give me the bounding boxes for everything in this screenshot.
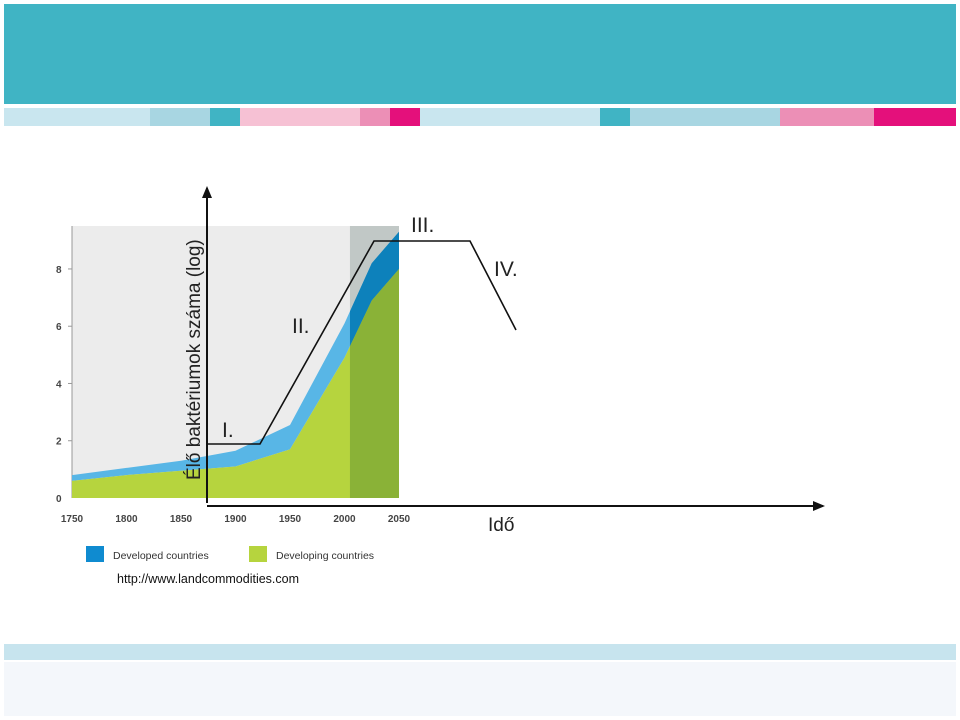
decorative-stripe-row — [4, 108, 956, 126]
stripe-light-blue — [4, 108, 150, 126]
population-chart: 0 2 4 6 8 1750 1800 1850 1900 1950 2000 2050 — [56, 226, 411, 525]
legend-swatch-developed — [86, 546, 104, 562]
phase-label-death: IV. — [494, 258, 518, 281]
stripe-light-pink — [240, 108, 360, 126]
footer-panel — [4, 662, 956, 716]
x-tick-label: 1800 — [115, 514, 138, 525]
stripe-pink-2 — [780, 108, 874, 126]
y-tick-label: 4 — [56, 379, 62, 390]
area-developed — [72, 231, 399, 481]
legend: Developed countries Developing countries — [86, 546, 374, 562]
legend-swatch-developing — [249, 546, 267, 562]
y-tick-label: 2 — [56, 437, 62, 448]
x-tick-label: 1750 — [61, 514, 84, 525]
growth-curve-diagram: I. II. III. IV. Idő Élő baktériumok szám… — [184, 186, 825, 536]
x-tick-label: 1850 — [170, 514, 193, 525]
projection-overlay — [349, 226, 399, 498]
stripe-mid-blue — [150, 108, 210, 126]
phase-label-log: II. — [292, 315, 310, 338]
y-tick-label: 8 — [56, 265, 62, 276]
stripe-magenta-2 — [874, 108, 956, 126]
legend-label-developing: Developing countries — [276, 550, 374, 562]
area-developing — [72, 268, 399, 498]
x-tick-label: 1900 — [224, 514, 247, 525]
area-developed-projection — [349, 231, 399, 347]
stripe-mid-blue-2 — [630, 108, 780, 126]
legend-label-developed: Developed countries — [113, 550, 209, 562]
x-tick-label: 1950 — [279, 514, 302, 525]
x-tick-label: 2000 — [333, 514, 356, 525]
area-developing-projection — [349, 268, 399, 498]
stripe-teal-2 — [600, 108, 630, 126]
growth-y-axis-label: Élő baktériumok száma (log) — [184, 239, 205, 480]
footer-band — [4, 644, 956, 660]
stripe-light-blue-2 — [420, 108, 600, 126]
stripe-teal — [210, 108, 240, 126]
phase-label-stationary: III. — [411, 214, 434, 237]
y-tick-label: 0 — [56, 494, 62, 505]
y-tick-label: 6 — [56, 322, 62, 333]
phase-label-lag: I. — [222, 419, 234, 442]
growth-x-axis-label: Idő — [488, 515, 514, 536]
growth-curve-line — [207, 240, 517, 445]
x-tick-label: 2050 — [388, 514, 411, 525]
source-url: http://www.landcommodities.com — [117, 572, 300, 586]
stripe-magenta — [390, 108, 420, 126]
header-band — [4, 4, 956, 104]
stripe-pink — [360, 108, 390, 126]
